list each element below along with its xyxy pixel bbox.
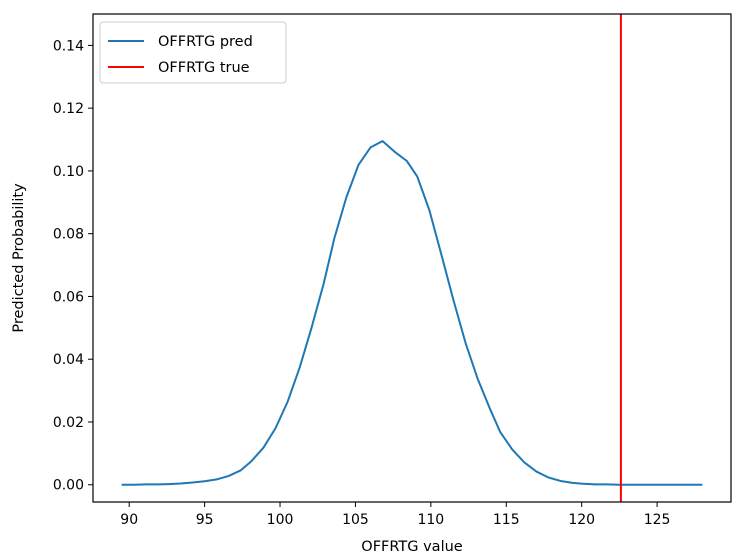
x-tick-label: 120: [568, 512, 595, 528]
x-tick-label: 110: [417, 512, 444, 528]
plot-frame: [92, 13, 732, 503]
y-tick-label: 0.04: [53, 352, 84, 368]
legend-label-pred: OFFRTG pred: [158, 34, 253, 50]
series-pred-line: [121, 140, 703, 486]
y-tick-label: 0.12: [53, 101, 84, 117]
y-tick-label: 0.10: [53, 164, 84, 180]
legend: OFFRTG pred OFFRTG true: [99, 21, 287, 84]
x-tick-label: 95: [196, 512, 214, 528]
x-tick-label: 105: [342, 512, 369, 528]
x-axis-label: OFFRTG value: [361, 539, 463, 555]
y-tick-label: 0.08: [53, 227, 84, 243]
x-axis-ticks: 90 95 100 105 110 115 120 125: [120, 502, 670, 528]
legend-label-true: OFFRTG true: [158, 60, 250, 76]
y-axis-ticks: 0.00 0.02 0.04 0.06 0.08 0.10 0.12 0.14: [53, 38, 93, 494]
x-tick-label: 100: [267, 512, 294, 528]
y-tick-label: 0.00: [53, 478, 84, 494]
y-axis-label: Predicted Probability: [11, 183, 27, 333]
y-tick-label: 0.14: [53, 38, 84, 54]
x-tick-label: 115: [493, 512, 520, 528]
x-tick-label: 90: [120, 512, 138, 528]
y-tick-label: 0.02: [53, 415, 84, 431]
x-tick-label: 125: [644, 512, 671, 528]
y-tick-label: 0.06: [53, 289, 84, 305]
legend-box: [99, 21, 287, 84]
plot-content: [121, 14, 703, 502]
